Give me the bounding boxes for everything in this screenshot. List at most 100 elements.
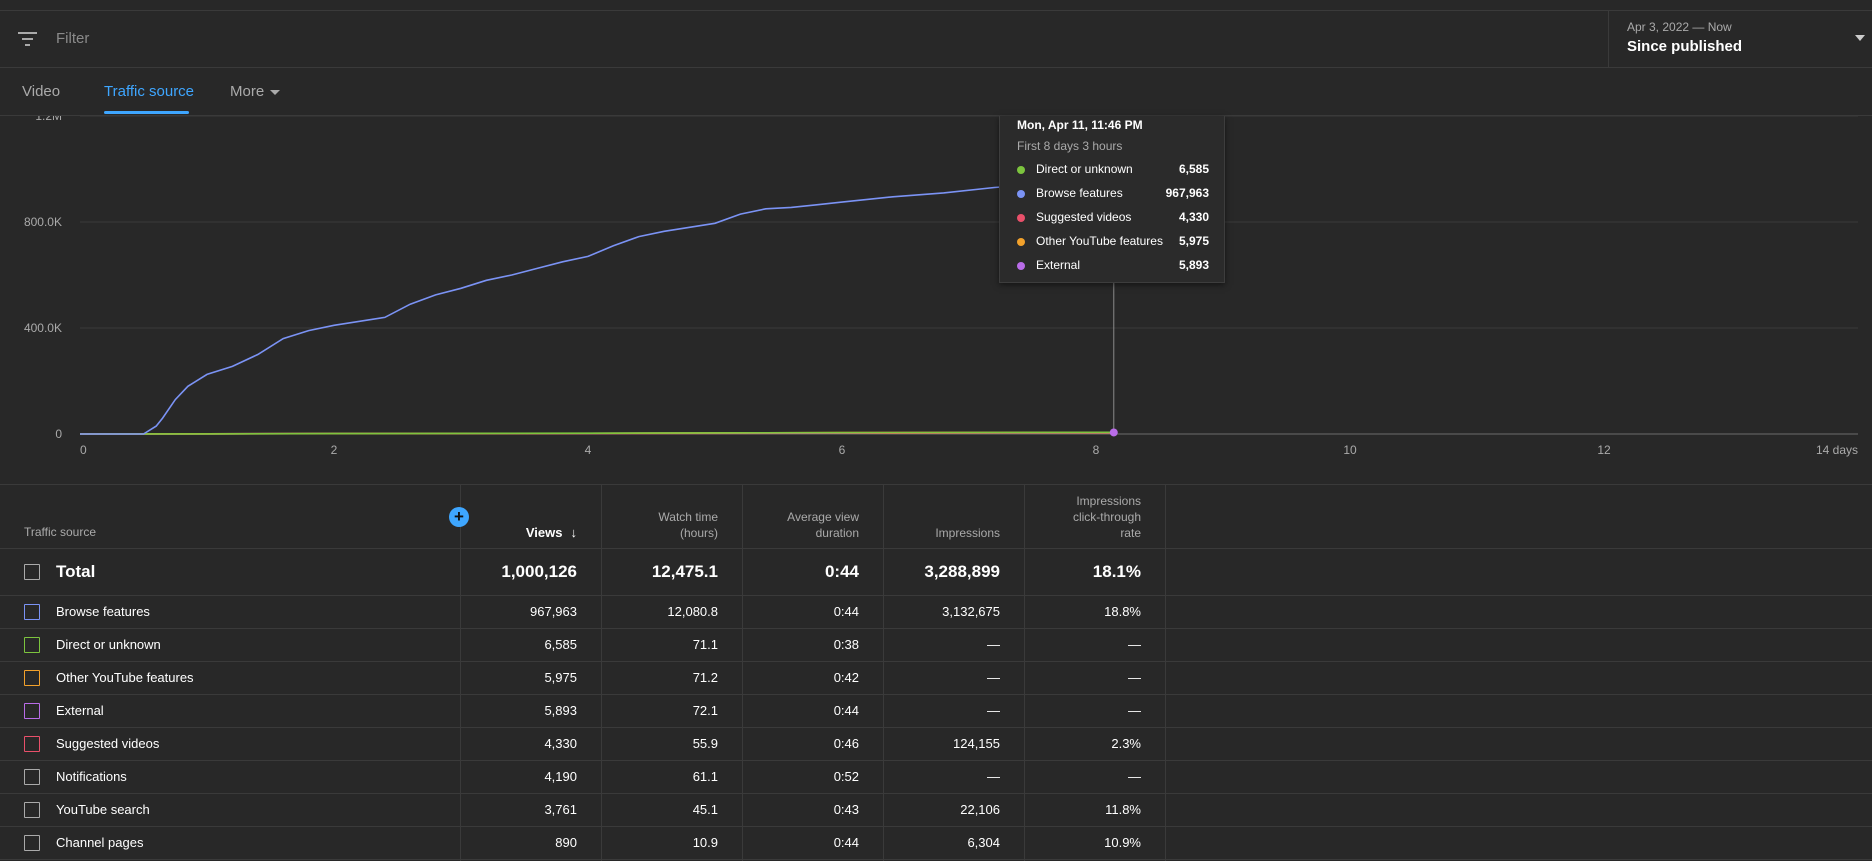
header-traffic-source[interactable]: Traffic source: [24, 525, 97, 539]
checkbox[interactable]: [24, 670, 40, 686]
filter-bar: Filter Apr 3, 2022 — Now Since published: [0, 11, 1872, 68]
cell-views: 3,761: [544, 802, 577, 817]
tooltip-series-value: 4,330: [1178, 210, 1209, 224]
cell-avd: 0:46: [833, 736, 859, 751]
cell-avd: 0:42: [833, 670, 859, 685]
cell-impr: —: [987, 670, 1000, 685]
row-name: Notifications: [56, 769, 127, 784]
checkbox[interactable]: [24, 802, 40, 818]
tooltip-subtitle: First 8 days 3 hours: [1017, 139, 1123, 153]
tab-video[interactable]: Video: [22, 83, 61, 100]
checkbox[interactable]: [24, 835, 40, 851]
y-tick-label: 400.0K: [24, 321, 62, 335]
table-row[interactable]: External 5,893 72.1 0:44 — —: [0, 695, 1872, 728]
table-row[interactable]: YouTube search 3,761 45.1 0:43 22,106 11.8%: [0, 794, 1872, 827]
checkbox[interactable]: [24, 604, 40, 620]
row-name: Browse features: [56, 604, 150, 619]
header-ctr[interactable]: Impressions click-through rate: [1024, 493, 1141, 541]
filter-input[interactable]: Filter: [56, 30, 90, 47]
cell-ctr: 10.9%: [1104, 835, 1141, 850]
legend-dot-icon: [1017, 166, 1025, 174]
column-divider: [742, 485, 743, 861]
filter-icon[interactable]: [18, 31, 38, 47]
column-divider: [883, 485, 884, 861]
checkbox[interactable]: [24, 564, 40, 580]
cell-watch: 71.1: [692, 637, 718, 652]
cell-views: 1,000,126: [501, 562, 577, 581]
legend-dot-icon: [1017, 190, 1025, 198]
cell-impr: —: [987, 637, 1000, 652]
sort-down-icon: ↓: [570, 525, 578, 540]
date-range-label: Since published: [1627, 38, 1743, 55]
x-tick-label: 10: [1343, 443, 1357, 457]
table-row[interactable]: Other YouTube features 5,975 71.2 0:42 — —: [0, 662, 1872, 695]
row-name: Other YouTube features: [56, 670, 194, 685]
y-tick-label: 0: [55, 427, 62, 441]
series-line-browse-features: [80, 176, 1114, 435]
header-ctr-line1: Impressions: [1076, 494, 1141, 508]
tab-more[interactable]: More: [230, 83, 281, 100]
cell-views: 967,963: [530, 604, 577, 619]
cell-watch: 61.1: [692, 769, 718, 784]
x-tick-label: 12: [1597, 443, 1611, 457]
cell-views: 5,975: [544, 670, 577, 685]
hover-point: [1109, 428, 1118, 437]
header-impressions[interactable]: Impressions: [935, 526, 1000, 540]
y-tick-label: 1.2M: [35, 116, 62, 123]
header-avd-line2: duration: [815, 526, 859, 540]
column-divider: [460, 485, 461, 861]
table-row[interactable]: Suggested videos 4,330 55.9 0:46 124,155 2.3%: [0, 728, 1872, 761]
y-tick-label: 800.0K: [24, 215, 62, 229]
cell-avd: 0:44: [824, 562, 859, 581]
active-tab-indicator: [104, 111, 189, 114]
tooltip-row: External 5,893: [1017, 258, 1209, 274]
tooltip-row: Direct or unknown 6,585: [1017, 162, 1209, 178]
header-views[interactable]: Views ↓: [460, 525, 577, 540]
cell-avd: 0:44: [833, 703, 859, 718]
table-row[interactable]: Direct or unknown 6,585 71.1 0:38 — —: [0, 629, 1872, 662]
tooltip-series-name: Direct or unknown: [1036, 162, 1133, 176]
tooltip-row: Browse features 967,963: [1017, 186, 1209, 202]
header-average-view-duration[interactable]: Average view duration: [742, 509, 859, 541]
cell-impressions: 3,288,899: [924, 562, 1000, 581]
checkbox[interactable]: [24, 703, 40, 719]
header-watch-time[interactable]: Watch time (hours): [601, 509, 718, 541]
tab-bar: Video Traffic source More: [0, 68, 1872, 116]
date-range-text: Apr 3, 2022 — Now: [1627, 20, 1732, 34]
row-name: Channel pages: [56, 835, 144, 850]
add-metric-button[interactable]: +: [449, 507, 469, 527]
cell-views: 4,330: [544, 736, 577, 751]
cell-ctr: 18.8%: [1104, 604, 1141, 619]
date-range-picker[interactable]: Apr 3, 2022 — Now Since published: [1608, 11, 1872, 67]
checkbox[interactable]: [24, 769, 40, 785]
checkbox[interactable]: [24, 736, 40, 752]
cell-ctr: 18.1%: [1092, 562, 1141, 581]
series-line-direct-or-unknown: [79, 431, 1114, 435]
cell-ctr: —: [1128, 637, 1141, 652]
cell-ctr: —: [1128, 670, 1141, 685]
x-tick-label: 0: [80, 443, 87, 457]
checkbox[interactable]: [24, 637, 40, 653]
cell-views: 4,190: [544, 769, 577, 784]
tooltip-series-name: Suggested videos: [1036, 210, 1132, 224]
table-row[interactable]: Notifications 4,190 61.1 0:52 — —: [0, 761, 1872, 794]
header-ctr-line3: rate: [1120, 526, 1141, 540]
caret-down-icon: [270, 89, 281, 95]
x-tick-label: 4: [585, 443, 592, 457]
table-row[interactable]: Channel pages 890 10.9 0:44 6,304 10.9%: [0, 827, 1872, 860]
row-name: External: [56, 703, 104, 718]
cell-views: 5,893: [544, 703, 577, 718]
x-tick-label: 2: [331, 443, 338, 457]
header-views-label: Views: [525, 525, 563, 540]
tab-traffic-source[interactable]: Traffic source: [104, 83, 195, 100]
legend-dot-icon: [1017, 262, 1025, 270]
legend-dot-icon: [1017, 214, 1025, 222]
column-divider: [1024, 485, 1025, 861]
cell-ctr: —: [1128, 703, 1141, 718]
table-row[interactable]: Browse features 967,963 12,080.8 0:44 3,132,…: [0, 596, 1872, 629]
tooltip-title: Mon, Apr 11, 11:46 PM: [1017, 118, 1143, 132]
cell-ctr: 11.8%: [1105, 802, 1141, 817]
row-name: Total: [56, 562, 96, 581]
cell-avd: 0:38: [833, 637, 859, 652]
header-ctr-line2: click-through: [1072, 510, 1141, 524]
